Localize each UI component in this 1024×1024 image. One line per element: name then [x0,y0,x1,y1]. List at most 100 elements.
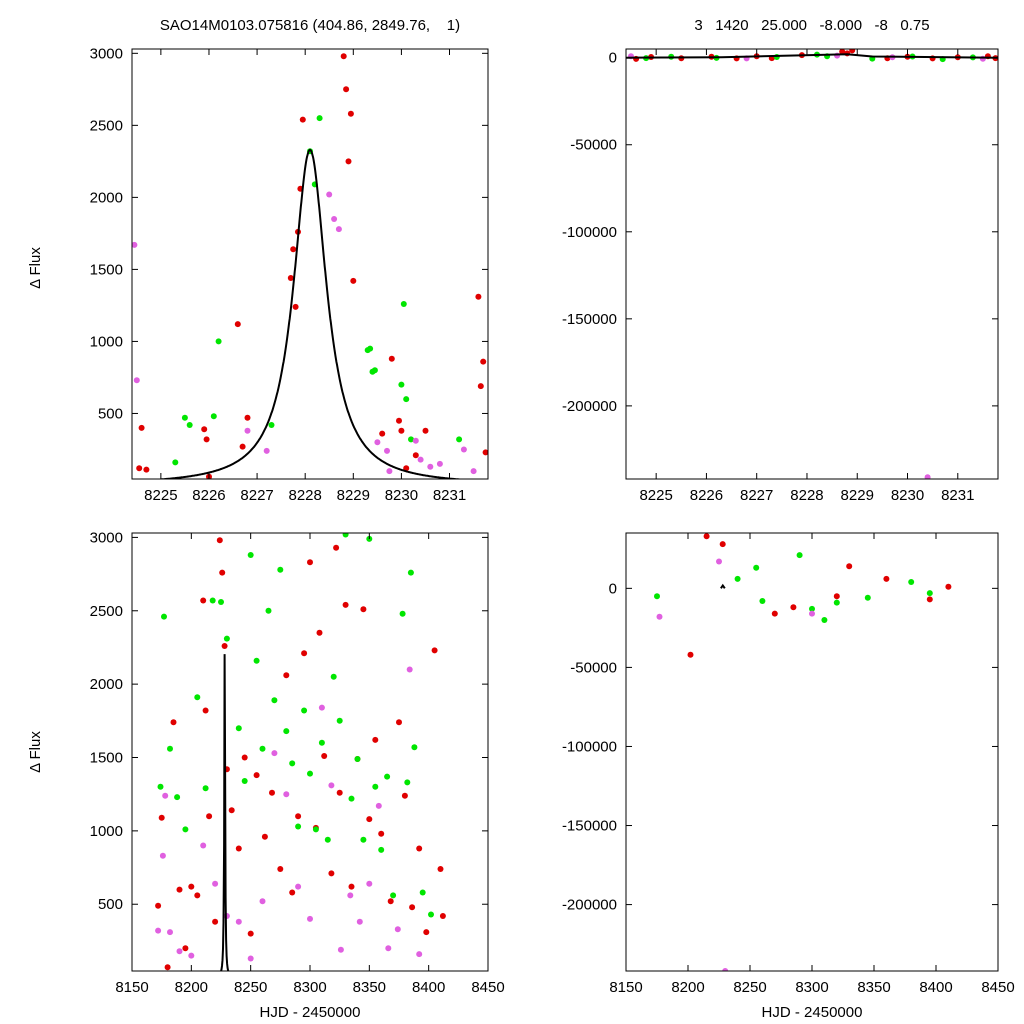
x-tick-label: 8300 [795,979,828,996]
data-point-magenta [924,474,931,479]
data-point-green [215,338,222,345]
x-tick-label: 8228 [289,487,322,504]
data-point-red [437,866,444,872]
data-point-red [396,417,402,424]
data-point-green [259,745,266,752]
x-tick-label: 8225 [639,487,672,504]
data-point-magenta [159,852,166,859]
data-point-red [244,414,251,421]
data-point-red [398,427,405,434]
x-tick-label: 8250 [234,979,267,996]
data-point-green [428,911,434,918]
data-point-magenta [176,948,183,955]
data-point-red [790,604,797,611]
data-point-red [343,86,350,93]
data-point-green [174,794,181,801]
data-point-green [419,889,426,896]
data-point-red [188,883,195,890]
data-point-red [234,321,241,328]
data-point-magenta [470,468,477,475]
panel-top-right: 8225 8226 8227 8228 8229 8230 8231 0 -50000 -1000… [562,48,999,504]
data-point-red [289,889,296,896]
data-point-red [347,110,354,117]
data-point-magenta [326,191,333,198]
data-point-green [295,823,302,830]
data-point-green [399,610,406,617]
data-point-red [307,559,313,566]
data-point-magenta [436,460,443,467]
data-point-red [201,426,208,433]
xlabel-bottom-right: HJD - 2450000 [762,1004,863,1021]
data-point-magenta [406,666,413,673]
y-tick-label: -150000 [562,311,617,328]
x-tick-label: 8229 [841,487,874,504]
x-tick-label: 8350 [857,979,890,996]
x-tick-label: 8450 [981,979,1014,996]
y-tick-label: 2500 [90,117,123,134]
x-tick-label: 8300 [293,979,326,996]
data-point-red [283,672,290,679]
data-point-magenta [386,468,393,475]
y-tick-label: 1000 [90,823,123,840]
y-tick-label: 2000 [90,676,123,693]
data-point-red [416,845,423,852]
data-point-green [864,594,871,601]
data-point-green [372,783,379,790]
data-point-red [241,754,248,761]
y-tick-label: -100000 [562,738,617,755]
data-point-red [200,597,207,604]
data-point-green [241,778,248,784]
data-point-red [771,610,778,617]
x-tick-label: 8450 [471,979,504,996]
data-point-green [336,717,343,724]
data-point-green [316,115,323,122]
data-point-green [247,552,254,558]
data-point-red [295,813,302,820]
model-curve [152,148,468,479]
data-point-red [216,537,223,544]
data-point-green [404,779,411,786]
y-tick-label: -200000 [562,398,617,415]
data-point-red [396,719,402,726]
data-point-red [235,845,242,852]
data-point-green [202,785,209,792]
data-point-red [247,930,254,937]
x-tick-label: 8226 [192,487,225,504]
data-point-red [839,49,846,55]
data-point-magenta [337,946,344,953]
data-point-magenta [417,456,424,463]
data-point-green [210,413,217,420]
data-point-red [348,883,355,890]
data-point-green [734,575,741,582]
plot-area [132,53,488,479]
data-point-magenta [716,558,722,565]
data-point-red [422,427,429,434]
data-point-green [753,564,760,571]
data-point-green [348,795,355,802]
data-point-magenta [412,437,419,444]
panel-bottom-left: 8150 8200 8250 8300 8350 8400 8450 500 1000 1500 2… [90,529,505,996]
data-point-green [301,707,308,714]
data-point-magenta [809,610,815,617]
x-tick-label: 8230 [385,487,418,504]
data-point-magenta [200,842,207,849]
y-tick-label: 1500 [90,261,123,278]
data-point-green [330,673,337,680]
data-point-magenta [188,952,195,959]
data-point-red [388,355,395,362]
data-point-magenta [427,463,434,470]
data-point-magenta [375,802,382,809]
plot-area [654,533,952,971]
data-point-red [945,583,952,590]
data-point-red [409,904,416,911]
data-point-magenta [247,955,254,962]
data-point-red [221,643,228,649]
data-point-red [158,814,165,821]
y-tick-label: 3000 [90,529,123,546]
data-point-green [318,739,325,746]
data-point-magenta [307,915,313,922]
data-point-green [371,367,378,374]
x-tick-label: 8226 [690,487,723,504]
data-point-red [203,436,210,443]
data-point-green [390,892,397,899]
